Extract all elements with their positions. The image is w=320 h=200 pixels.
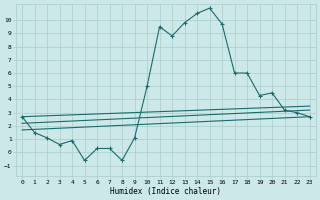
X-axis label: Humidex (Indice chaleur): Humidex (Indice chaleur) xyxy=(110,187,221,196)
